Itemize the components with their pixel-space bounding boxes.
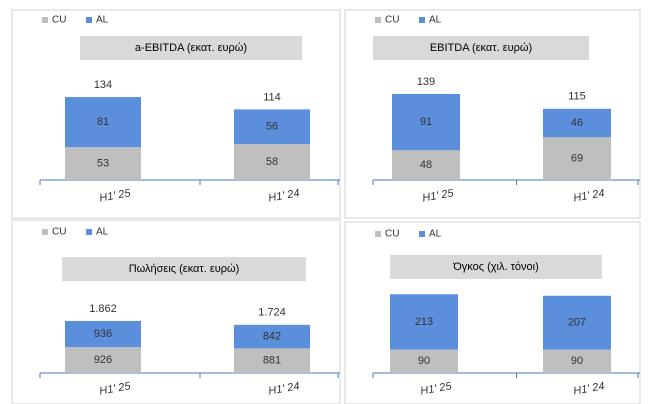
bar-segment [234,324,310,349]
panel-frame [11,9,341,219]
legend-label: CU [385,229,399,240]
legend-label: AL [429,15,442,26]
legend-label: AL [96,227,109,238]
chart-panel: CU AL a-EBITDA (εκατ. ευρώ) 53 81 134 H1' 25 58… [39,15,340,205]
segment-label: 936 [94,328,112,340]
legend-label: CU [52,15,66,26]
legend-swatch [375,231,381,237]
segment-label: 91 [420,116,432,128]
bar-segment [543,108,611,138]
segment-label: 58 [266,156,278,168]
legend-label: AL [429,229,442,240]
chart-panel: CU AL EBITDA (εκατ. ευρώ) 48 91 139 H1' 25 69 46… [372,15,640,205]
panel-frame [344,221,641,404]
bar-segment [392,150,460,180]
bar-segment [234,109,310,145]
legend-label: CU [52,227,66,238]
bar-segment [234,144,310,180]
segment-label: 53 [97,158,109,170]
segment-label: 90 [571,355,583,367]
segment-label: 881 [263,355,281,367]
bar-segment [543,137,611,180]
legend-swatch [375,17,381,23]
total-label: 1.862 [89,303,117,315]
x-tick-label: H1' 25 [419,380,453,397]
segment-label: 90 [418,355,430,367]
title-box [390,255,602,279]
total-label: 114 [263,91,281,103]
total-label: 139 [417,76,435,88]
x-tick-label: H1' 24 [572,187,605,204]
bar-segment [390,349,458,373]
segment-label: 926 [94,354,112,366]
legend-label: AL [96,15,109,26]
segment-label: 81 [97,116,109,128]
bar-segment [543,349,611,373]
total-label: 134 [94,79,112,91]
x-tick-label: H1' 25 [98,187,132,204]
bar-segment [65,147,141,180]
panel-frame [344,9,641,219]
segment-label: 56 [266,121,278,133]
panel-frame [11,219,341,404]
title-box [373,36,589,60]
title-box [62,257,306,281]
segment-label: 46 [571,117,583,129]
legend-swatch [419,231,425,237]
x-tick-label: H1' 25 [421,187,455,204]
total-label: 1.724 [258,307,286,319]
segment-label: 842 [263,331,281,343]
bar-segment [234,348,310,373]
chart-title: a-EBITDA (εκατ. ευρώ) [135,42,247,54]
chart-title: Πωλήσεις (εκατ. ευρώ) [129,263,240,275]
legend-swatch [419,17,425,23]
legend-swatch [86,17,92,23]
x-tick-label: H1' 24 [572,380,605,397]
legend-label: CU [385,15,399,26]
chart-panel: CU AL Πωλήσεις (εκατ. ευρώ) 926 936 1.862 H1' … [39,227,340,398]
segment-label: 69 [571,153,583,165]
chart-title: EBITDA (εκατ. ευρώ) [430,42,532,54]
segment-label: 207 [568,317,586,329]
x-tick-label: H1' 25 [98,380,132,397]
chart-title: Όγκος (χιλ. τόνοι) [452,261,539,273]
legend-swatch [42,229,48,235]
x-tick-label: H1' 24 [267,380,300,397]
total-label: 115 [568,91,586,103]
bar-segment [65,320,141,348]
bar-segment [65,347,141,373]
x-tick-label: H1' 24 [267,187,300,204]
segment-label: 48 [420,159,432,171]
bar-segment [65,97,141,148]
bar-segment [543,295,611,350]
title-box [80,36,302,60]
legend-swatch [42,17,48,23]
legend-swatch [86,229,92,235]
bar-segment [392,93,460,151]
bar-segment [390,294,458,350]
chart-panel: CU AL Όγκος (χιλ. τόνοι) 90 213 H1' 25 90 207 H1… [372,229,640,398]
segment-label: 213 [415,316,433,328]
